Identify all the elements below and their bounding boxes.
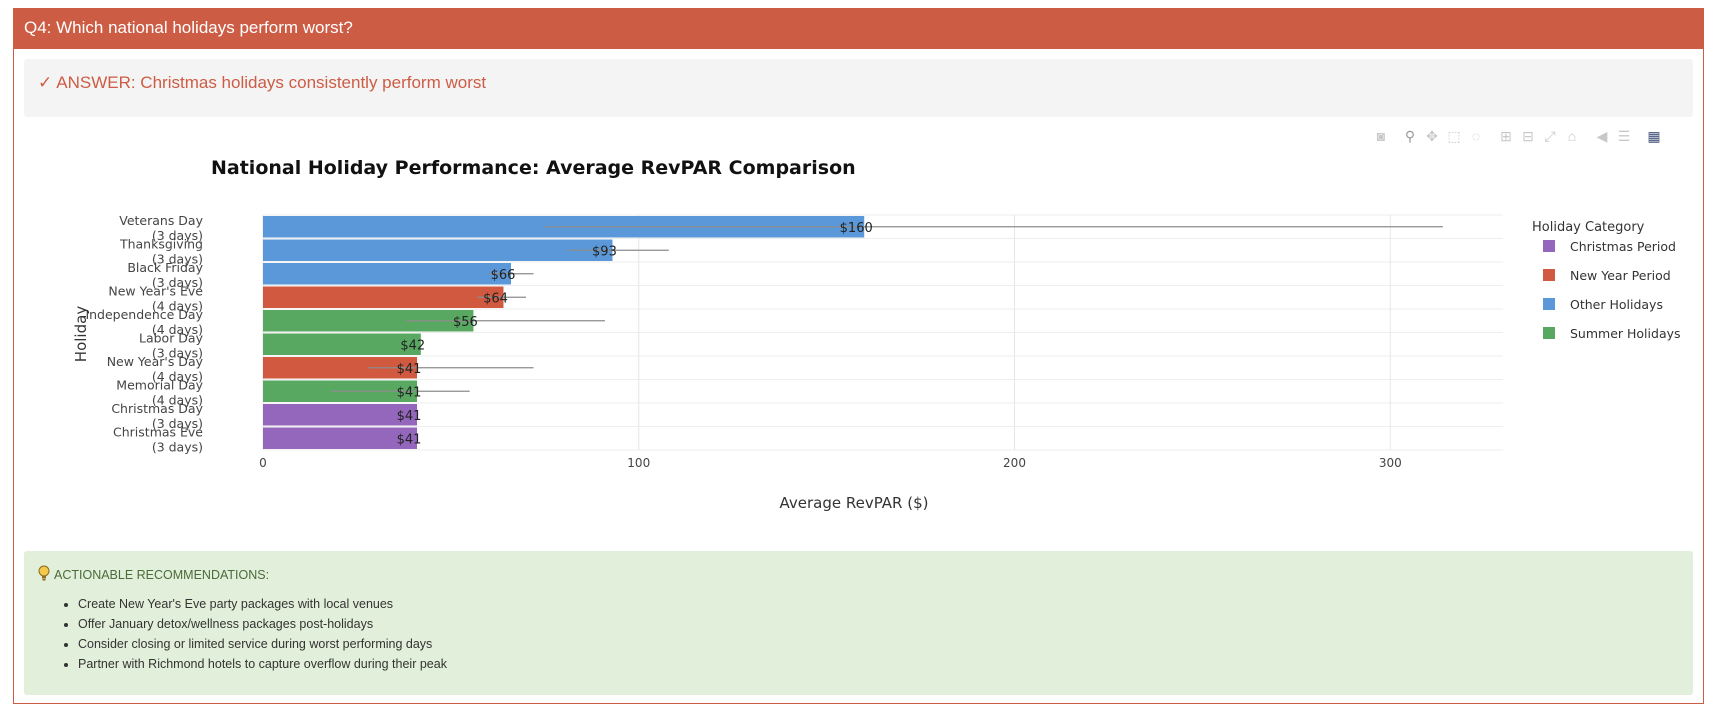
bar[interactable] <box>263 357 418 379</box>
list-item: Partner with Richmond hotels to capture … <box>78 654 1679 674</box>
x-tick-label: 0 <box>259 456 267 470</box>
y-axis-label: Holiday <box>72 306 90 363</box>
bar[interactable] <box>263 333 421 356</box>
chart-legend: Holiday Category Christmas Period New Yea… <box>1532 220 1681 341</box>
y-tick-sublabel: (4 days) <box>152 322 203 337</box>
compare-hover-icon[interactable]: ☰ <box>1617 128 1631 144</box>
y-tick-sublabel: (3 days) <box>152 275 203 290</box>
x-tick-label: 200 <box>1003 456 1026 470</box>
camera-icon[interactable]: ◙ <box>1376 128 1386 144</box>
y-tick-label: Thanksgiving <box>119 236 203 251</box>
y-tick-label: Christmas Day <box>111 401 203 416</box>
legend-item-label[interactable]: Christmas Period <box>1570 239 1676 254</box>
legend-swatch[interactable] <box>1543 327 1555 339</box>
answer-text: ANSWER: Christmas holidays consistently … <box>56 73 487 92</box>
bar-value-label: $93 <box>592 244 617 259</box>
y-tick-sublabel: (4 days) <box>152 298 203 313</box>
bar-value-label: $56 <box>453 315 478 330</box>
bar-value-label: $64 <box>483 291 508 306</box>
y-tick-sublabel: (3 days) <box>152 416 203 431</box>
recommendations-box: ACTIONABLE RECOMMENDATIONS: Create New Y… <box>24 551 1693 695</box>
panel-title: Q4: Which national holidays perform wors… <box>14 9 1703 49</box>
x-tick-label: 100 <box>627 456 650 470</box>
box-select-icon[interactable]: ⬚ <box>1447 128 1461 144</box>
y-tick-label: Black Friday <box>127 260 203 275</box>
y-tick-label: New Year's Eve <box>108 283 203 298</box>
bar-value-label: $160 <box>840 221 873 236</box>
reset-axes-icon[interactable]: ⌂ <box>1567 128 1577 144</box>
spike-lines-icon[interactable]: ◀ <box>1596 128 1608 144</box>
y-tick-sublabel: (3 days) <box>152 345 203 360</box>
revpar-bar-chart: National Holiday Performance: Average Re… <box>72 157 1681 512</box>
plotly-logo-icon[interactable]: ▦ <box>1647 128 1661 144</box>
legend-swatch[interactable] <box>1543 298 1555 310</box>
y-tick-label: Labor Day <box>139 330 204 345</box>
bar-value-label: $41 <box>397 385 422 400</box>
chart-modebar: ◙ ⚲ ✥ ⬚ ◌ ⊞ ⊟ ⤢ ⌂ ◀ ☰ ▦ <box>1367 128 1687 148</box>
bar-value-label: $66 <box>491 268 516 283</box>
legend-title: Holiday Category <box>1532 220 1645 235</box>
y-tick-sublabel: (4 days) <box>152 392 203 407</box>
y-tick-sublabel: (4 days) <box>152 369 203 384</box>
bar[interactable] <box>263 239 613 262</box>
bar-value-label: $42 <box>400 338 425 353</box>
pan-icon[interactable]: ✥ <box>1426 128 1438 144</box>
legend-swatch[interactable] <box>1543 269 1555 281</box>
x-axis-label: Average RevPAR ($) <box>779 494 928 512</box>
bar[interactable] <box>263 310 474 332</box>
list-item: Offer January detox/wellness packages po… <box>78 614 1679 634</box>
y-tick-label: Independence Day <box>85 307 203 322</box>
lasso-icon[interactable]: ◌ <box>1471 128 1481 144</box>
bar-value-label: $41 <box>397 409 422 424</box>
autoscale-icon[interactable]: ⤢ <box>1544 128 1556 144</box>
x-tick-label: 300 <box>1379 456 1402 470</box>
chart-title: National Holiday Performance: Average Re… <box>211 157 856 179</box>
recommendations-title: ACTIONABLE RECOMMENDATIONS: <box>54 567 270 582</box>
answer-box: ✓ ANSWER: Christmas holidays consistently… <box>24 59 1693 117</box>
y-tick-sublabel: (3 days) <box>152 439 203 454</box>
y-tick-label: Memorial Day <box>116 377 203 392</box>
y-tick-label: New Year's Day <box>107 354 204 369</box>
check-icon: ✓ <box>38 73 53 92</box>
legend-item-label[interactable]: Summer Holidays <box>1570 326 1681 341</box>
y-tick-sublabel: (3 days) <box>152 251 203 266</box>
bar[interactable] <box>263 286 504 309</box>
bar-value-label: $41 <box>397 432 422 447</box>
zoom-icon[interactable]: ⚲ <box>1404 128 1416 144</box>
list-item: Consider closing or limited service duri… <box>78 634 1679 654</box>
y-tick-label: Veterans Day <box>119 213 203 228</box>
bar[interactable] <box>263 404 418 426</box>
bar[interactable] <box>263 427 418 450</box>
y-tick-sublabel: (3 days) <box>152 228 203 243</box>
lightbulb-icon <box>38 565 50 584</box>
zoom-out-icon[interactable]: ⊟ <box>1522 128 1534 144</box>
legend-item-label[interactable]: New Year Period <box>1570 268 1671 283</box>
list-item: Create New Year's Eve party packages wit… <box>78 594 1679 614</box>
legend-item-label[interactable]: Other Holidays <box>1570 297 1663 312</box>
y-tick-label: Christmas Eve <box>113 424 203 439</box>
legend-swatch[interactable] <box>1543 240 1555 252</box>
bar[interactable] <box>263 263 511 285</box>
recommendations-list: Create New Year's Eve party packages wit… <box>38 594 1679 674</box>
zoom-in-icon[interactable]: ⊞ <box>1500 128 1512 144</box>
bar-value-label: $41 <box>397 362 422 377</box>
